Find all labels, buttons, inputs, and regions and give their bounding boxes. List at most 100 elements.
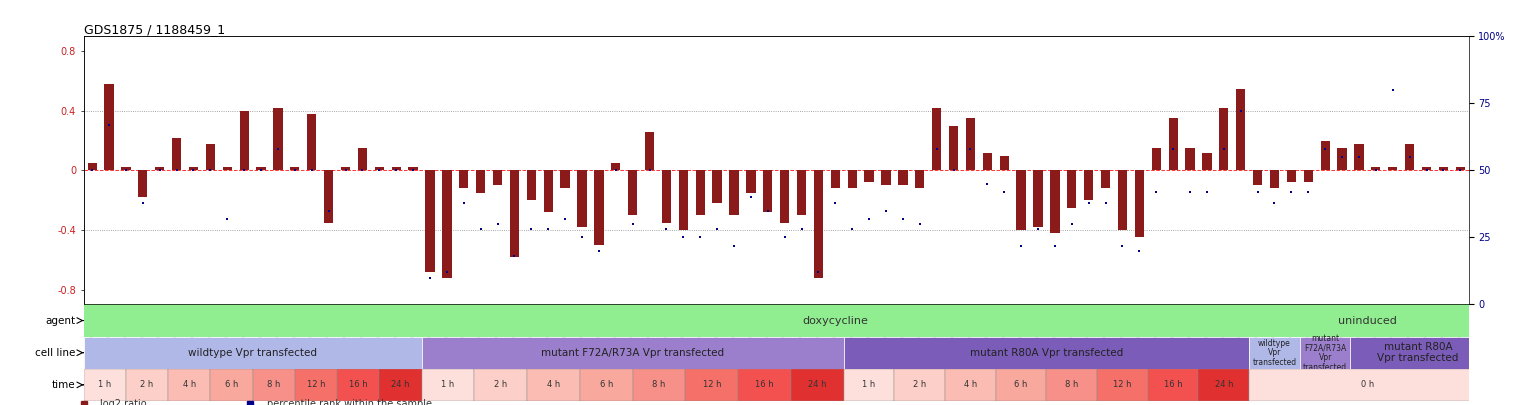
Bar bbox=[1097, 369, 1148, 401]
Bar bbox=[1000, 156, 1009, 171]
Bar bbox=[696, 171, 705, 215]
Text: mutant R80A Vpr transfected: mutant R80A Vpr transfected bbox=[970, 348, 1123, 358]
Bar bbox=[543, 171, 552, 212]
Bar bbox=[1300, 337, 1350, 369]
Bar bbox=[1304, 171, 1313, 182]
Bar bbox=[983, 153, 992, 171]
Bar bbox=[645, 132, 654, 171]
Bar bbox=[527, 369, 580, 401]
Bar bbox=[895, 369, 945, 401]
Text: 6 h: 6 h bbox=[600, 380, 613, 389]
Bar bbox=[1117, 171, 1128, 230]
Bar bbox=[307, 114, 317, 171]
Bar bbox=[1350, 337, 1485, 369]
Bar bbox=[253, 369, 295, 401]
Text: 24 h: 24 h bbox=[808, 380, 826, 389]
Bar bbox=[291, 168, 300, 171]
Bar bbox=[881, 171, 890, 185]
Bar bbox=[679, 171, 688, 230]
Bar bbox=[1438, 168, 1447, 171]
Bar bbox=[1371, 168, 1380, 171]
Bar bbox=[105, 84, 114, 171]
Bar bbox=[1017, 171, 1026, 230]
Bar bbox=[422, 369, 475, 401]
Text: 8 h: 8 h bbox=[266, 380, 280, 389]
Bar bbox=[1135, 171, 1145, 237]
Bar bbox=[274, 108, 283, 171]
Bar bbox=[126, 369, 167, 401]
Bar bbox=[931, 108, 941, 171]
Bar bbox=[493, 171, 502, 185]
Bar bbox=[189, 168, 198, 171]
Text: 0 h: 0 h bbox=[1361, 380, 1374, 389]
Bar bbox=[1084, 171, 1093, 200]
Bar bbox=[510, 171, 519, 257]
Bar bbox=[560, 171, 569, 188]
Bar bbox=[1250, 369, 1485, 401]
Bar bbox=[1455, 168, 1466, 171]
Bar bbox=[612, 163, 621, 171]
Bar bbox=[848, 171, 857, 188]
Text: agent: agent bbox=[46, 315, 75, 326]
Text: 6 h: 6 h bbox=[225, 380, 237, 389]
Bar bbox=[155, 168, 164, 171]
Bar bbox=[629, 171, 638, 215]
Bar bbox=[1169, 118, 1178, 171]
Bar bbox=[460, 171, 469, 188]
Bar bbox=[1236, 89, 1245, 171]
Bar bbox=[295, 369, 336, 401]
Bar bbox=[1067, 171, 1076, 208]
Bar bbox=[1321, 141, 1330, 171]
Bar bbox=[172, 138, 181, 171]
Text: wildtype
Vpr
transfected: wildtype Vpr transfected bbox=[1253, 339, 1297, 367]
Text: 1 h: 1 h bbox=[441, 380, 455, 389]
Text: 4 h: 4 h bbox=[963, 380, 977, 389]
Bar bbox=[527, 171, 536, 200]
Bar bbox=[336, 369, 379, 401]
Bar bbox=[746, 171, 755, 193]
Bar bbox=[948, 126, 959, 171]
Bar bbox=[210, 369, 253, 401]
Bar bbox=[729, 171, 738, 215]
Bar bbox=[633, 369, 685, 401]
Bar bbox=[379, 369, 422, 401]
Text: 8 h: 8 h bbox=[653, 380, 665, 389]
Text: 2 h: 2 h bbox=[140, 380, 154, 389]
Text: 16 h: 16 h bbox=[755, 380, 773, 389]
Bar bbox=[1355, 144, 1364, 171]
Bar bbox=[84, 337, 422, 369]
Bar bbox=[256, 168, 266, 171]
Text: 16 h: 16 h bbox=[1164, 380, 1183, 389]
Bar bbox=[843, 337, 1250, 369]
Bar bbox=[122, 168, 131, 171]
Bar bbox=[577, 171, 586, 227]
Bar bbox=[324, 171, 333, 223]
Bar bbox=[915, 171, 924, 188]
Bar bbox=[763, 171, 773, 212]
Bar bbox=[966, 118, 976, 171]
Text: GDS1875 / 1188459_1: GDS1875 / 1188459_1 bbox=[84, 23, 225, 36]
Bar bbox=[443, 171, 452, 278]
Bar bbox=[1198, 369, 1250, 401]
Text: mutant
F72A/R73A
Vpr
transfected: mutant F72A/R73A Vpr transfected bbox=[1303, 334, 1347, 372]
Bar bbox=[898, 171, 907, 185]
Bar bbox=[205, 144, 215, 171]
Text: 16 h: 16 h bbox=[349, 380, 367, 389]
Bar bbox=[1250, 337, 1300, 369]
Text: percentile rank within the sample: percentile rank within the sample bbox=[266, 399, 432, 405]
Bar bbox=[1388, 168, 1397, 171]
Bar bbox=[1253, 171, 1262, 185]
Text: 1 h: 1 h bbox=[863, 380, 875, 389]
Text: 12 h: 12 h bbox=[1113, 380, 1132, 389]
Bar bbox=[738, 369, 791, 401]
Bar bbox=[814, 171, 823, 278]
Bar bbox=[791, 369, 843, 401]
Bar bbox=[1152, 148, 1161, 171]
Bar bbox=[1405, 144, 1414, 171]
Text: mutant F72A/R73A Vpr transfected: mutant F72A/R73A Vpr transfected bbox=[542, 348, 724, 358]
Bar bbox=[1100, 171, 1110, 188]
Text: time: time bbox=[52, 380, 75, 390]
Bar bbox=[87, 163, 97, 171]
Bar bbox=[341, 168, 350, 171]
Bar bbox=[422, 337, 843, 369]
